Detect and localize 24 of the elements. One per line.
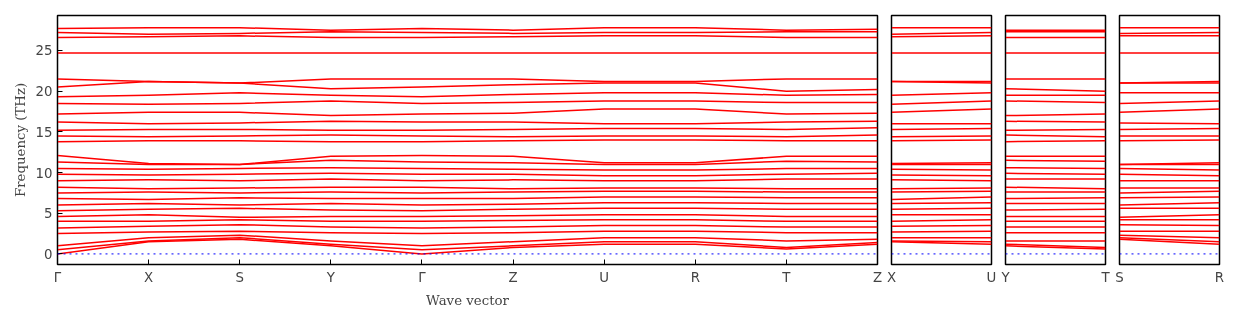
y-tick-label: 25 <box>35 43 53 59</box>
x-tick-label: Γ <box>418 269 427 285</box>
x-tick-label: Z <box>508 269 518 285</box>
x-tick-label: Γ <box>53 269 62 285</box>
y-axis-title: Frequency (THz) <box>12 82 28 198</box>
x-tick-label: S <box>235 269 244 285</box>
y-tick-label: 0 <box>44 246 53 262</box>
y-tick-label: 15 <box>35 124 53 140</box>
x-axis-title: Wave vector <box>426 292 510 308</box>
x-tick-label: X <box>144 269 154 285</box>
x-tick-label: X <box>886 269 897 285</box>
y-tick-label: 20 <box>35 84 53 100</box>
x-tick-label: S <box>1115 269 1124 285</box>
x-tick-label: T <box>781 269 792 285</box>
y-tick-label: 10 <box>35 165 53 181</box>
x-tick-label: R <box>690 269 700 285</box>
x-tick-label: R <box>1214 269 1225 285</box>
x-tick-label: U <box>986 269 997 285</box>
x-tick-label: Y <box>325 269 336 285</box>
x-tick-label: Z <box>872 269 883 285</box>
y-tick-label: 5 <box>44 206 53 222</box>
x-tick-label: U <box>599 269 610 285</box>
x-tick-label: T <box>1100 269 1111 285</box>
x-tick-label: Y <box>1000 269 1011 285</box>
